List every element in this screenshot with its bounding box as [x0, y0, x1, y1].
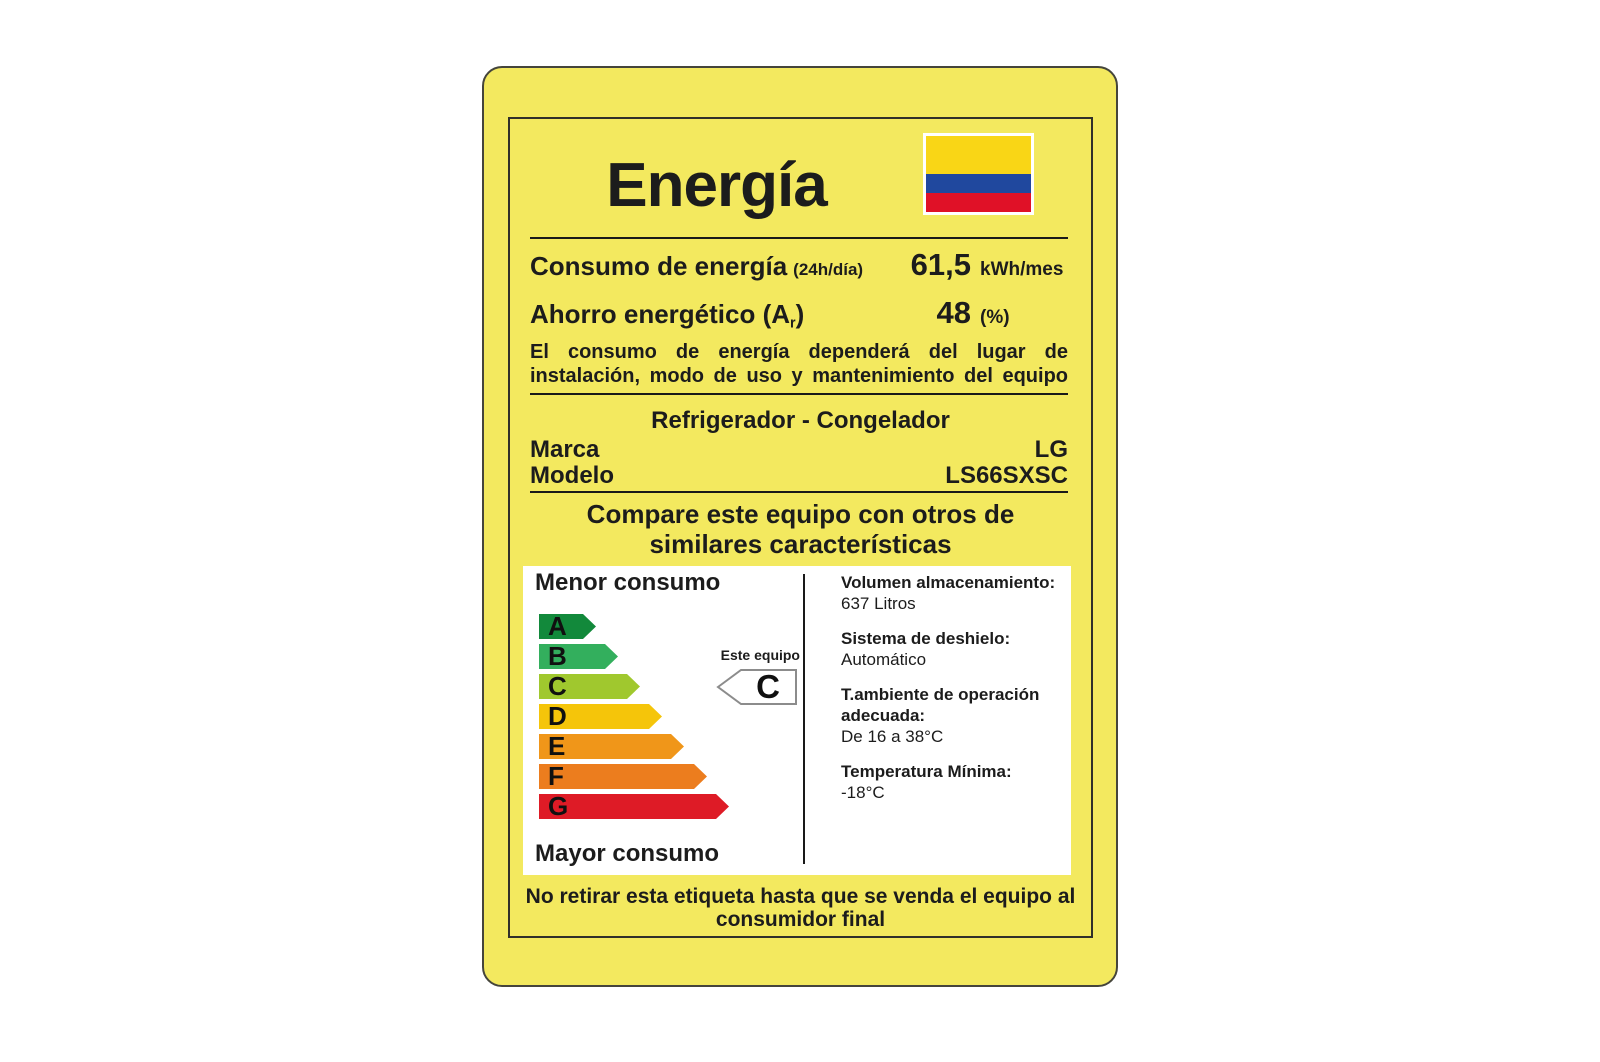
- energy-label-card: Energía Consumo de energía (24h/día) 61,…: [482, 66, 1118, 987]
- this-equipment-pointer: C: [716, 668, 797, 705]
- rating-letter: G: [548, 791, 569, 821]
- divider-under-title: [530, 237, 1068, 239]
- spec-item: Sistema de deshielo: Automático: [841, 628, 1061, 671]
- spec-value: -18°C: [841, 783, 885, 802]
- flag-stripe-blue: [926, 174, 1031, 193]
- rating-letter: B: [548, 641, 567, 671]
- spec-name: T.ambiente de operación adecuada:: [841, 685, 1040, 725]
- compare-heading: Compare este equipo con otros de similar…: [510, 499, 1091, 559]
- spec-item: Volumen almacenamiento: 637 Litros: [841, 572, 1061, 615]
- divider-under-disclaimer: [530, 393, 1068, 395]
- savings-label: Ahorro energético (Ar): [530, 299, 805, 332]
- rating-letter: A: [548, 611, 567, 641]
- footer-notice-line2: consumidor final: [715, 908, 886, 931]
- brand-row: Marca LG: [530, 437, 1068, 462]
- spec-item: T.ambiente de operación adecuada: De 16 a…: [841, 684, 1061, 748]
- spec-name: Volumen almacenamiento:: [841, 573, 1056, 592]
- brand-value: LG: [1034, 436, 1068, 463]
- rating-arrow-C: C: [539, 674, 640, 699]
- equipment-rating-letter: C: [756, 668, 780, 705]
- specs-column: Volumen almacenamiento: 637 Litros Sistema…: [841, 572, 1061, 817]
- rating-arrow-E: E: [539, 734, 684, 759]
- menor-consumo-label: Menor consumo: [535, 569, 721, 596]
- savings-value: 48: [936, 295, 971, 330]
- brand-label: Marca: [530, 436, 600, 463]
- consumption-label: Consumo de energía: [530, 251, 788, 281]
- consumption-unit: kWh/mes: [980, 259, 1064, 280]
- model-label: Modelo: [530, 462, 614, 489]
- este-equipo-label: Este equipo: [720, 647, 800, 663]
- spec-value: 637 Litros: [841, 594, 916, 613]
- spec-item: Temperatura Mínima: -18°C: [841, 761, 1061, 804]
- footer-notice-line1: No retirar esta etiqueta hasta que se ve…: [525, 885, 1076, 908]
- rating-arrow-D: D: [539, 704, 662, 729]
- label-title: Energía: [606, 151, 827, 220]
- consumption-disclaimer: El consumo de energía dependerá del luga…: [530, 341, 1068, 387]
- spec-value: De 16 a 38°C: [841, 727, 944, 746]
- consumption-value: 61,5: [910, 247, 971, 282]
- savings-row: Ahorro energético (Ar) 48 (%): [530, 297, 1068, 332]
- savings-subscript: r: [790, 315, 796, 332]
- compare-heading-line2: similares características: [649, 529, 952, 559]
- rating-arrow-B: B: [539, 644, 618, 669]
- flag-stripe-yellow: [926, 136, 1031, 174]
- panel-vertical-divider: [803, 574, 805, 864]
- rating-letter: D: [548, 701, 567, 731]
- colombia-flag: [923, 133, 1034, 215]
- rating-letter: C: [548, 671, 567, 701]
- spec-name: Temperatura Mínima:: [841, 762, 1012, 781]
- spec-name: Sistema de deshielo:: [841, 629, 1011, 648]
- savings-unit: (%): [980, 307, 1010, 328]
- compare-heading-line1: Compare este equipo con otros de: [586, 499, 1015, 529]
- consumption-row: Consumo de energía (24h/día) 61,5 kWh/me…: [530, 249, 1068, 281]
- footer-notice: No retirar esta etiqueta hasta que se ve…: [510, 885, 1091, 931]
- mayor-consumo-label: Mayor consumo: [535, 840, 720, 867]
- rating-arrow-F: F: [539, 764, 707, 789]
- rating-arrow-G: G: [539, 794, 729, 819]
- consumption-period: (24h/día): [793, 260, 864, 279]
- rating-arrow-A: A: [539, 614, 596, 639]
- rating-letter: F: [548, 761, 564, 791]
- model-value: LS66SXSC: [945, 462, 1068, 489]
- label-inner-box: Energía Consumo de energía (24h/día) 61,…: [508, 117, 1093, 938]
- divider-under-model: [530, 491, 1068, 493]
- flag-stripe-red: [926, 193, 1031, 212]
- appliance-type: Refrigerador - Congelador: [651, 407, 950, 434]
- model-row: Modelo LS66SXSC: [530, 463, 1068, 488]
- rating-letter: E: [548, 731, 566, 761]
- spec-value: Automático: [841, 650, 927, 669]
